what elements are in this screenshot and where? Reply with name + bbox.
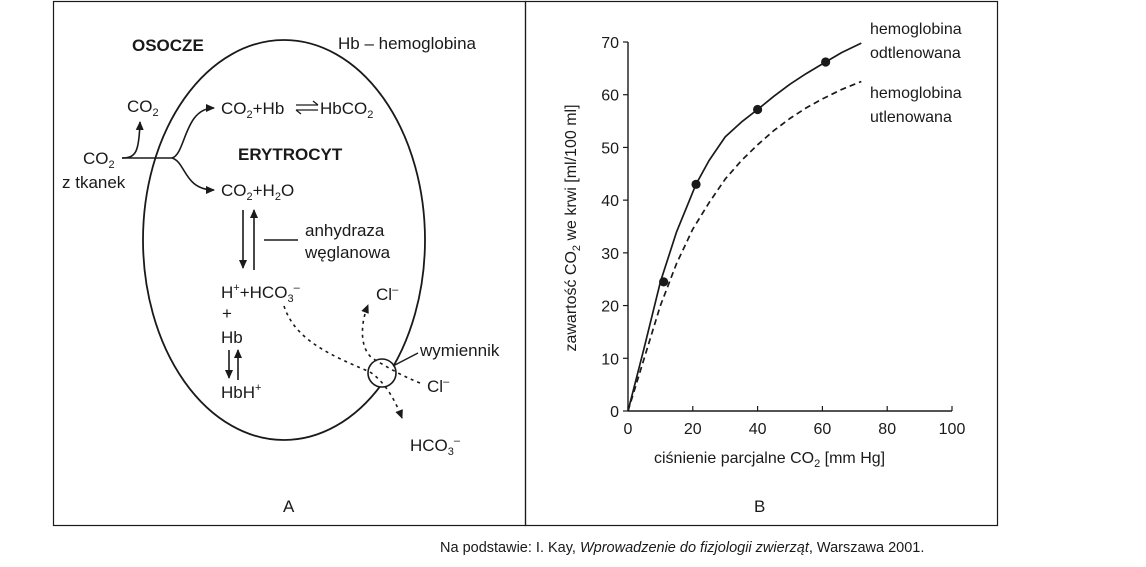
bicarbonate-efflux-path xyxy=(283,305,403,419)
ions-label: H++HCO3– xyxy=(221,282,301,305)
panel-b: 0 20 40 60 80 100 0 10 20 30 40 50 60 70 zawartość CO… xyxy=(563,21,965,516)
x-tick-label: 20 xyxy=(684,421,702,438)
exchanger-circle xyxy=(367,358,397,388)
x-tick-label: 60 xyxy=(814,421,832,438)
enzyme-label-line2: węglanowa xyxy=(304,243,391,262)
source-title: Wprowadzenie do fizjologii zwierząt xyxy=(579,540,809,556)
panel-a: OSOCZE Hb – hemoglobina ERYTROCYT CO2 CO… xyxy=(62,34,500,516)
enzyme-label-line1: anhydraza xyxy=(305,221,385,240)
data-point-marker xyxy=(659,277,669,287)
source-prefix: Na podstawie: I. Kay, xyxy=(440,540,580,556)
legend-oxy-line2: utlenowana xyxy=(870,109,952,126)
y-tick-label: 20 xyxy=(601,299,619,316)
x-tick-label: 80 xyxy=(878,421,896,438)
legend-oxy-line1: hemoglobina xyxy=(870,85,962,102)
equation-carbamino-left: CO2+Hb xyxy=(221,99,284,121)
legend-deoxy-line2: odtlenowana xyxy=(870,45,961,62)
chart: 0 20 40 60 80 100 0 10 20 30 40 50 60 70 xyxy=(601,35,965,438)
data-point-marker xyxy=(821,57,831,67)
equation-hydration: CO2+H2O xyxy=(221,181,294,203)
erythrocyte-outline xyxy=(142,39,426,441)
y-axis-title: zawartość CO2 we krwi [ml/100 ml] xyxy=(563,104,583,351)
chloride-influx-path xyxy=(361,304,421,384)
panel-b-frame xyxy=(524,0,999,527)
hbh-label: HbH+ xyxy=(221,382,261,402)
arrow-to-water xyxy=(171,157,215,194)
cl-in-label: Cl– xyxy=(427,376,450,396)
y-tick-label: 0 xyxy=(610,404,619,421)
hb-legend-note: Hb – hemoglobina xyxy=(338,34,477,53)
y-tick-label: 70 xyxy=(601,35,619,52)
y-tick-label: 50 xyxy=(601,140,619,157)
arrow-to-plasma xyxy=(121,121,144,159)
hb-label: Hb xyxy=(221,328,243,347)
legend-deoxy-line1: hemoglobina xyxy=(870,21,962,38)
y-tick-label: 60 xyxy=(601,88,619,105)
x-tick-label: 100 xyxy=(939,421,966,438)
x-axis-title: ciśnienie parcjalne CO2 [mm Hg] xyxy=(654,450,885,470)
exchanger-pointer xyxy=(392,352,419,367)
hco3-out-label: HCO3– xyxy=(410,435,461,458)
osocze-label: OSOCZE xyxy=(132,36,204,55)
plus-sign: + xyxy=(222,304,232,323)
data-point-marker xyxy=(753,104,763,115)
series-line-oxygenated xyxy=(627,80,862,412)
erytrocyt-label: ERYTROCYT xyxy=(238,145,343,164)
equilibrium-arrows xyxy=(295,100,319,115)
co2-plasma-label: CO2 xyxy=(127,97,159,119)
source-suffix: , Warszawa 2001. xyxy=(808,540,925,556)
y-tick-label: 40 xyxy=(601,193,619,210)
cl-out-label: Cl– xyxy=(376,284,399,304)
series-line-deoxygenated xyxy=(627,42,862,412)
panel-a-letter: A xyxy=(283,497,295,516)
source-citation: Na podstawie: I. Kay, Wprowadzenie do fi… xyxy=(440,540,924,556)
y-tick-label: 10 xyxy=(601,351,619,368)
panel-b-letter: B xyxy=(754,497,765,516)
data-point-marker xyxy=(691,179,701,189)
equation-carbamino-right: HbCO2 xyxy=(320,99,373,121)
y-tick-label: 30 xyxy=(601,246,619,263)
co2-source-label: CO2 xyxy=(83,149,115,171)
co2-source-origin: z tkanek xyxy=(62,173,126,192)
x-tick-label: 40 xyxy=(749,421,767,438)
x-tick-label: 0 xyxy=(624,421,633,438)
arrow-to-hb xyxy=(171,104,215,159)
exchanger-label: wymiennik xyxy=(419,341,500,360)
